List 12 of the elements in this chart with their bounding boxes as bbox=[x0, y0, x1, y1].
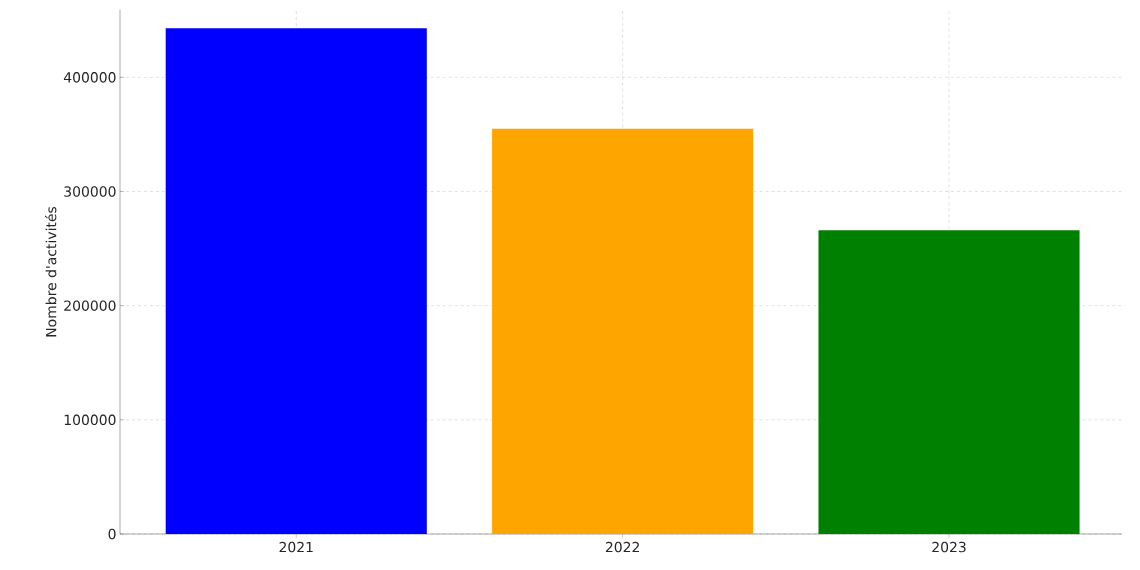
bar bbox=[492, 128, 754, 534]
y-tick-label: 200000 bbox=[64, 300, 116, 311]
x-tick-label: 2021 bbox=[279, 541, 313, 553]
y-tick-label: 100000 bbox=[64, 414, 116, 426]
y-axis-title: Nombre d'activités bbox=[45, 206, 57, 337]
bar bbox=[818, 230, 1080, 534]
y-tick-label: 300000 bbox=[64, 186, 116, 197]
y-tick-label: 400000 bbox=[63, 72, 116, 83]
bar bbox=[165, 28, 427, 534]
x-tick-label: 2023 bbox=[932, 541, 966, 553]
y-tick-label: 0 bbox=[108, 528, 116, 540]
x-tick-label: 2022 bbox=[605, 541, 639, 553]
